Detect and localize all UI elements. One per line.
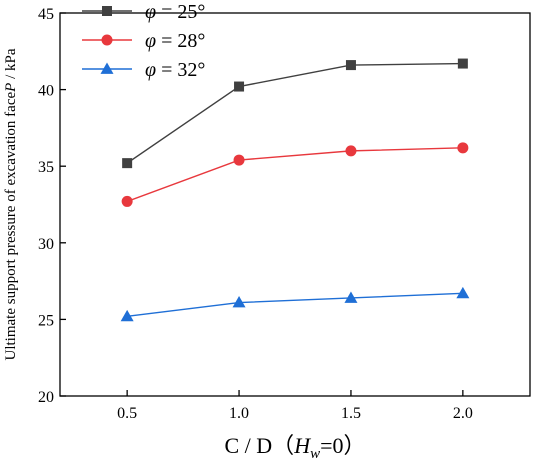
y-tick-label: 45 (38, 6, 54, 23)
data-point (457, 58, 468, 69)
series-line (126, 62, 463, 164)
legend-item-2: φ = 28° (82, 30, 205, 52)
data-point (234, 81, 245, 92)
legend-phi-symbol: φ (145, 59, 156, 81)
x-axis-title-var: H (293, 433, 311, 458)
data-point (345, 145, 357, 157)
x-axis-title-suffix: =0） (320, 433, 365, 458)
data-point (232, 296, 246, 308)
y-axis-title-unit: / kPa (3, 48, 19, 83)
legend-marker (100, 62, 114, 74)
series-line (126, 147, 463, 203)
x-axis: 0.5 1.0 1.5 2.0 (117, 390, 473, 422)
x-tick-label: 1.0 (229, 405, 249, 422)
data-point (344, 291, 358, 303)
x-tick-label: 2.0 (453, 405, 473, 422)
legend-label: φ = 25° (145, 1, 205, 23)
x-axis-title-paren: （ (272, 433, 294, 458)
legend-marker (102, 6, 112, 16)
x-tick-label: 1.5 (341, 405, 361, 422)
legend-series-name: = 25° (156, 1, 205, 23)
plot-border (59, 12, 531, 397)
series-3 (120, 286, 470, 322)
x-axis-title-sub: w (310, 446, 320, 462)
legend-series-name: = 32° (156, 59, 205, 81)
data-point (120, 309, 134, 322)
legend-phi-symbol: φ (145, 30, 156, 52)
legend-series-name: = 28° (156, 30, 205, 52)
series-2 (121, 142, 469, 207)
series-layer (120, 58, 470, 322)
y-tick-label: 20 (38, 389, 54, 406)
plot-area (59, 12, 531, 397)
legend-item-1: φ = 25° (82, 1, 205, 23)
x-axis-title: C / D（Hw=0） (224, 433, 365, 462)
data-point (121, 195, 133, 207)
legend-item-3: φ = 32° (82, 59, 205, 81)
legend-label: φ = 32° (145, 59, 205, 81)
x-tick-label: 0.5 (117, 405, 137, 422)
data-point (456, 286, 470, 299)
legend-marker (101, 34, 113, 46)
y-axis: 20 25 30 35 40 45 (38, 6, 66, 406)
legend: φ = 25°φ = 28°φ = 32° (82, 1, 205, 81)
series-line (127, 292, 463, 318)
y-axis-title-text: Ultimate support pressure of excavation … (3, 92, 19, 361)
y-tick-label: 25 (38, 312, 54, 329)
y-tick-label: 35 (38, 159, 54, 176)
data-point (457, 142, 469, 154)
data-point (345, 60, 356, 71)
x-axis-title-prefix: C / D (224, 433, 272, 458)
data-point (233, 154, 245, 166)
legend-label: φ = 28° (145, 30, 205, 52)
y-axis-title: Ultimate support pressure of excavation … (3, 48, 19, 360)
y-tick-label: 40 (38, 83, 54, 100)
legend-phi-symbol: φ (145, 1, 156, 23)
y-tick-label: 30 (38, 236, 54, 253)
y-axis-title-var: P (3, 83, 19, 93)
data-point (122, 158, 133, 169)
series-1 (122, 58, 468, 169)
